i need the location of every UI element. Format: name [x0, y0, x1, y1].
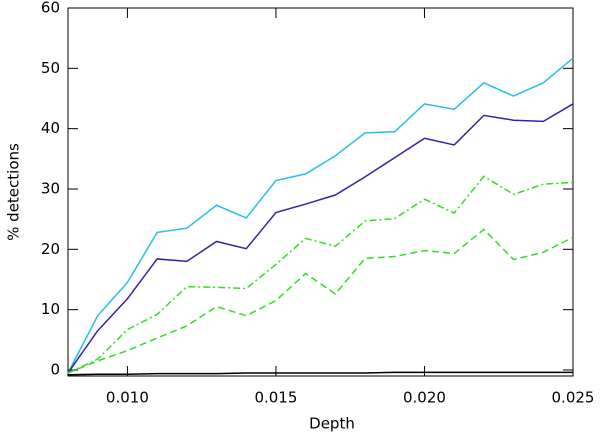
x-tick-label: 0.015 — [254, 389, 297, 407]
plot-frame — [67, 7, 574, 377]
data-line — [67, 103, 574, 374]
x-tick-label: 0.025 — [552, 389, 595, 407]
y-axis-label: % detections — [5, 143, 23, 241]
data-line — [67, 371, 573, 376]
y-tick-label: 60 — [41, 0, 60, 17]
y-tick-label: 0 — [50, 360, 60, 378]
x-tick-label: 0.010 — [106, 389, 149, 407]
data-line — [67, 228, 574, 374]
y-tick-label: 40 — [41, 119, 60, 137]
y-tick-label: 10 — [41, 300, 60, 318]
data-line — [67, 57, 574, 374]
data-line — [67, 175, 574, 374]
y-tick-label: 50 — [41, 59, 60, 77]
x-tick-label: 0.020 — [403, 389, 446, 407]
x-axis-label: Depth — [309, 415, 355, 433]
y-tick-label: 30 — [41, 179, 60, 197]
y-tick-label: 20 — [41, 240, 60, 258]
